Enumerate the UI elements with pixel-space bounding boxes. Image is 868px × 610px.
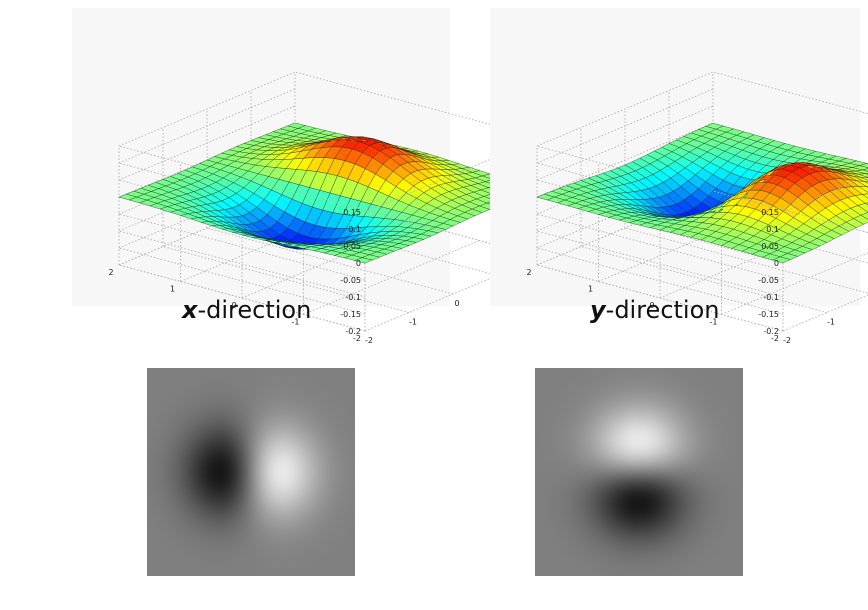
grid-line bbox=[118, 190, 296, 266]
grid-line bbox=[536, 213, 784, 281]
x-tick-label: -2 bbox=[365, 336, 373, 345]
z-tick-label: 0.05 bbox=[761, 242, 779, 251]
z-tick-label: -0.1 bbox=[763, 293, 779, 302]
y-tick-label: 1 bbox=[170, 285, 175, 294]
x-direction-surface-svg: 0.150.10.050-0.05-0.1-0.15-0.2-2-1012-2-… bbox=[108, 71, 548, 345]
y-direction-surface-svg: 0.150.10.050-0.05-0.1-0.15-0.2-2-1012-2-… bbox=[526, 71, 868, 345]
z-tick-label: -0.05 bbox=[340, 276, 361, 285]
y-tick-label: 0 bbox=[649, 301, 654, 310]
y-direction-heatmap bbox=[535, 368, 743, 576]
y-tick-label: -1 bbox=[710, 318, 718, 327]
grid-line bbox=[580, 246, 828, 313]
z-tick-label: 0 bbox=[774, 259, 779, 268]
grid-line bbox=[536, 190, 714, 266]
y-direction-caption: y-direction bbox=[590, 296, 720, 324]
grid-line bbox=[118, 71, 296, 147]
y-caption-text: -direction bbox=[605, 296, 720, 324]
z-tick-label: 0 bbox=[356, 259, 361, 268]
box-edge bbox=[712, 190, 868, 234]
x-tick-label: -1 bbox=[827, 318, 835, 327]
grid-line bbox=[782, 294, 868, 332]
z-tick-label: 0.15 bbox=[761, 208, 779, 217]
y-tick-label: -2 bbox=[353, 334, 361, 343]
surface-mesh bbox=[536, 122, 868, 264]
grid-line bbox=[536, 247, 784, 315]
grid-line bbox=[536, 230, 784, 298]
surface-mesh bbox=[118, 122, 542, 264]
y-direction-surface-plot: 0.150.10.050-0.05-0.1-0.15-0.2-2-1012-2-… bbox=[490, 8, 868, 345]
y-tick-label: 2 bbox=[526, 268, 531, 277]
z-tick-label: 0.05 bbox=[343, 242, 361, 251]
x-tick-label: -1 bbox=[409, 318, 417, 327]
grid-line bbox=[180, 207, 357, 282]
tick-labels: 0.150.10.050-0.05-0.1-0.15-0.2-2-1012-2-… bbox=[108, 208, 547, 345]
grid-line bbox=[162, 246, 410, 313]
z-tick-label: -0.1 bbox=[345, 293, 361, 302]
grid-line bbox=[118, 247, 366, 315]
z-tick-label: 0.1 bbox=[348, 225, 361, 234]
x-tick-label: 0 bbox=[454, 299, 459, 308]
y-tick-label: 1 bbox=[588, 285, 593, 294]
z-tick-label: -0.05 bbox=[758, 276, 779, 285]
z-tick-label: -0.2 bbox=[763, 327, 779, 336]
grid-line bbox=[241, 223, 419, 299]
x-tick-label: -2 bbox=[783, 336, 791, 345]
grid-line bbox=[118, 213, 366, 281]
grid-line bbox=[118, 230, 366, 298]
surface-patch bbox=[536, 193, 556, 201]
x-direction-surface-plot: 0.150.10.050-0.05-0.1-0.15-0.2-2-1012-2-… bbox=[72, 8, 548, 345]
x-direction-caption: x-direction bbox=[182, 296, 311, 324]
front-box-edges bbox=[712, 71, 868, 234]
z-tick-label: -0.15 bbox=[758, 310, 779, 319]
grid-line bbox=[659, 223, 837, 299]
y-tick-label: 0 bbox=[231, 301, 236, 310]
y-tick-label: -2 bbox=[771, 334, 779, 343]
z-tick-label: -0.2 bbox=[345, 327, 361, 336]
box-edge bbox=[712, 71, 868, 115]
tick-labels: 0.150.10.050-0.05-0.1-0.15-0.2-2-1012-2-… bbox=[526, 208, 835, 345]
z-tick-label: 0.1 bbox=[766, 225, 779, 234]
surface-patch bbox=[118, 193, 138, 201]
x-caption-variable: x bbox=[182, 296, 198, 324]
grid-line bbox=[536, 71, 714, 147]
z-tick-label: -0.15 bbox=[340, 310, 361, 319]
y-tick-label: -1 bbox=[292, 318, 300, 327]
grid-line bbox=[598, 207, 775, 282]
y-caption-variable: y bbox=[590, 296, 606, 324]
z-tick-label: 0.15 bbox=[343, 208, 361, 217]
x-caption-text: -direction bbox=[197, 296, 312, 324]
y-tick-label: 2 bbox=[108, 268, 113, 277]
x-direction-heatmap bbox=[147, 368, 355, 576]
